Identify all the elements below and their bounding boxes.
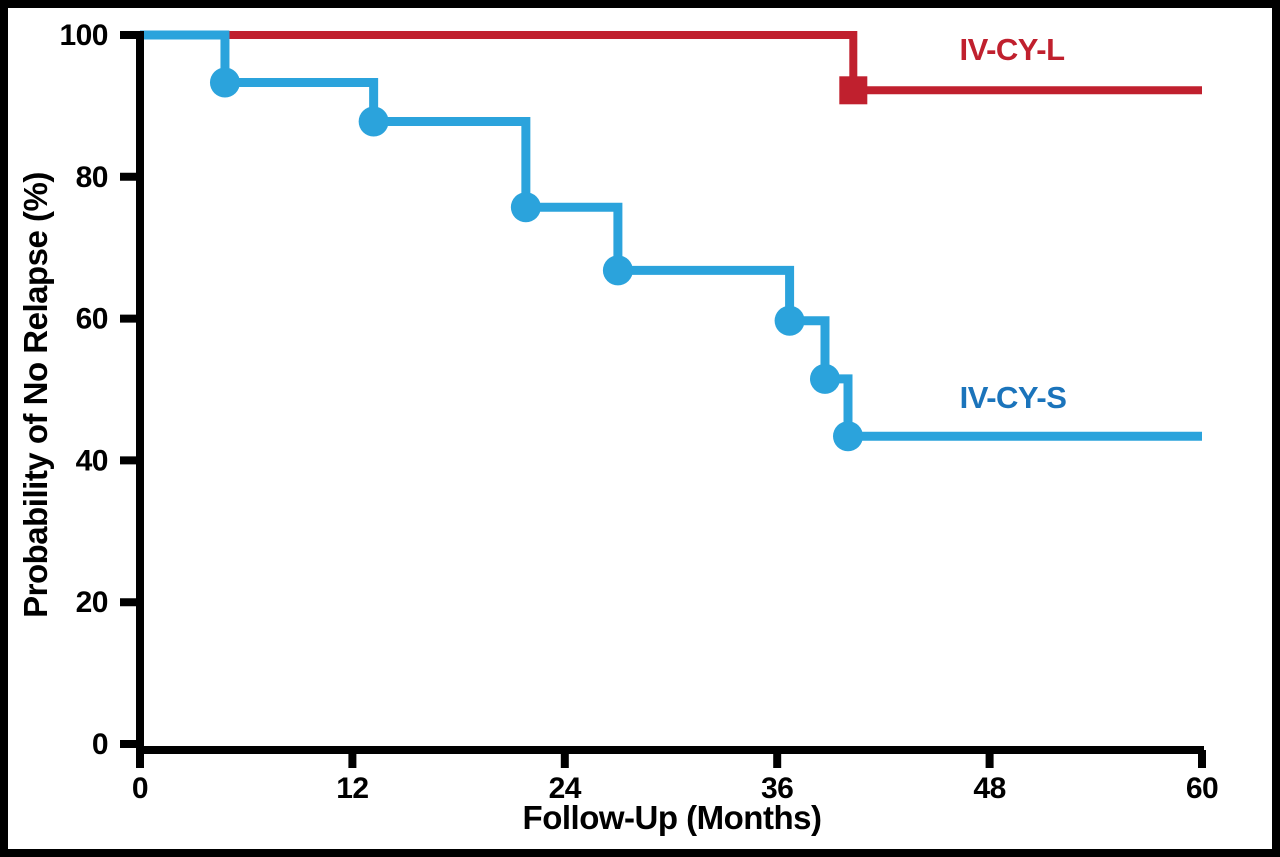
event-marker-iv-cy-s (358, 106, 389, 137)
legend-label-iv-cy-s: IV-CY-S (959, 380, 1067, 415)
event-marker-iv-cy-s (510, 192, 541, 223)
event-marker-iv-cy-s (209, 67, 240, 98)
y-tick-label: 0 (92, 728, 108, 761)
event-marker-iv-cy-s (602, 255, 633, 286)
x-tick-label: 48 (973, 772, 1005, 805)
y-axis-title: Probability of No Relapse (%) (17, 172, 54, 618)
legend-label-iv-cy-l: IV-CY-L (959, 32, 1065, 67)
event-marker-iv-cy-l (839, 76, 868, 105)
x-tick-label: 0 (132, 772, 148, 805)
y-tick-label: 20 (76, 586, 108, 619)
series-line-iv-cy-s (140, 30, 1202, 441)
series-line-iv-cy-l (140, 31, 1202, 95)
x-tick-label: 60 (1186, 772, 1218, 805)
x-tick-label: 12 (336, 772, 368, 805)
event-marker-iv-cy-s (774, 305, 805, 336)
y-tick-label: 60 (76, 303, 108, 336)
x-tick-label: 36 (761, 772, 793, 805)
y-tick-label: 100 (59, 19, 108, 52)
y-tick-label: 80 (76, 161, 108, 194)
x-axis-title: Follow-Up (Months) (522, 799, 822, 836)
event-marker-iv-cy-s (833, 421, 863, 452)
y-tick-label: 40 (76, 444, 108, 477)
x-tick-label: 24 (549, 772, 582, 805)
event-marker-iv-cy-s (809, 363, 840, 394)
